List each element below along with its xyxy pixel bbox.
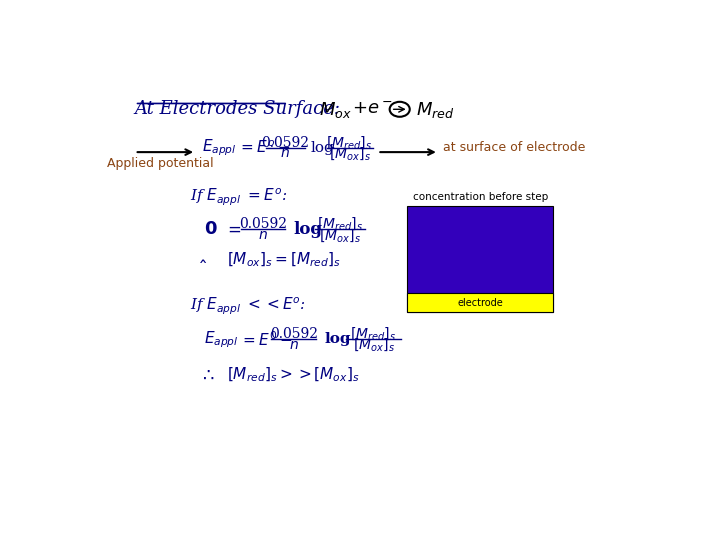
Text: $[M_{ox}]_s$: $[M_{ox}]_s$: [319, 227, 361, 244]
Text: log: log: [294, 220, 323, 238]
Text: $= E^{0} -$: $= E^{0} -$: [240, 330, 292, 349]
Text: If $E_{appl}$ $= E^{o}$:: If $E_{appl}$ $= E^{o}$:: [190, 187, 288, 208]
Text: $n$: $n$: [289, 338, 299, 352]
Text: $[M_{red}]_s$: $[M_{red}]_s$: [317, 215, 363, 232]
Text: $[M_{ox}]_s = [M_{red}]_s$: $[M_{ox}]_s = [M_{red}]_s$: [227, 251, 341, 269]
Text: at surface of electrode: at surface of electrode: [443, 141, 585, 154]
Text: $[M_{ox}]_s$: $[M_{ox}]_s$: [353, 336, 395, 354]
Text: $n$: $n$: [258, 228, 268, 242]
Text: $E_{appl}$: $E_{appl}$: [202, 138, 236, 158]
Text: $[M_{ox}]_s$: $[M_{ox}]_s$: [328, 145, 370, 162]
Text: $\therefore$: $\therefore$: [199, 366, 215, 383]
Bar: [407, 206, 553, 312]
Text: $\mathbf{0}$: $\mathbf{0}$: [204, 220, 218, 238]
Text: electrode: electrode: [457, 298, 503, 308]
Text: $[M_{red}]_s$: $[M_{red}]_s$: [351, 325, 397, 342]
Text: log: log: [310, 141, 334, 155]
Text: $M_{ox}$: $M_{ox}$: [319, 100, 351, 120]
Text: $\hat{\ }$: $\hat{\ }$: [199, 251, 207, 269]
Text: 0.0592: 0.0592: [261, 136, 310, 150]
Text: $[M_{red}]_s >> [M_{ox}]_s$: $[M_{red}]_s >> [M_{ox}]_s$: [227, 366, 359, 384]
Text: 0.0592: 0.0592: [270, 327, 318, 341]
Text: $E_{appl}$: $E_{appl}$: [204, 329, 239, 349]
Text: $= E^{o} -$: $= E^{o} -$: [238, 140, 290, 156]
Text: log: log: [324, 332, 351, 346]
Text: concentration before step: concentration before step: [413, 192, 548, 202]
Text: If $E_{appl}$ $<< E^{o}$:: If $E_{appl}$ $<< E^{o}$:: [190, 295, 307, 316]
Text: At Electrodes Surface:: At Electrodes Surface:: [135, 100, 341, 118]
Text: $[M_{red}]_s$: $[M_{red}]_s$: [326, 134, 373, 151]
Text: $=$: $=$: [224, 220, 241, 238]
Text: Applied potential: Applied potential: [107, 157, 213, 170]
Text: $n$: $n$: [280, 146, 290, 160]
Text: $M_{red}$: $M_{red}$: [416, 100, 455, 120]
Text: 0.0592: 0.0592: [239, 217, 287, 231]
Bar: [407, 293, 553, 312]
Text: $+ e^-$: $+ e^-$: [352, 100, 393, 118]
